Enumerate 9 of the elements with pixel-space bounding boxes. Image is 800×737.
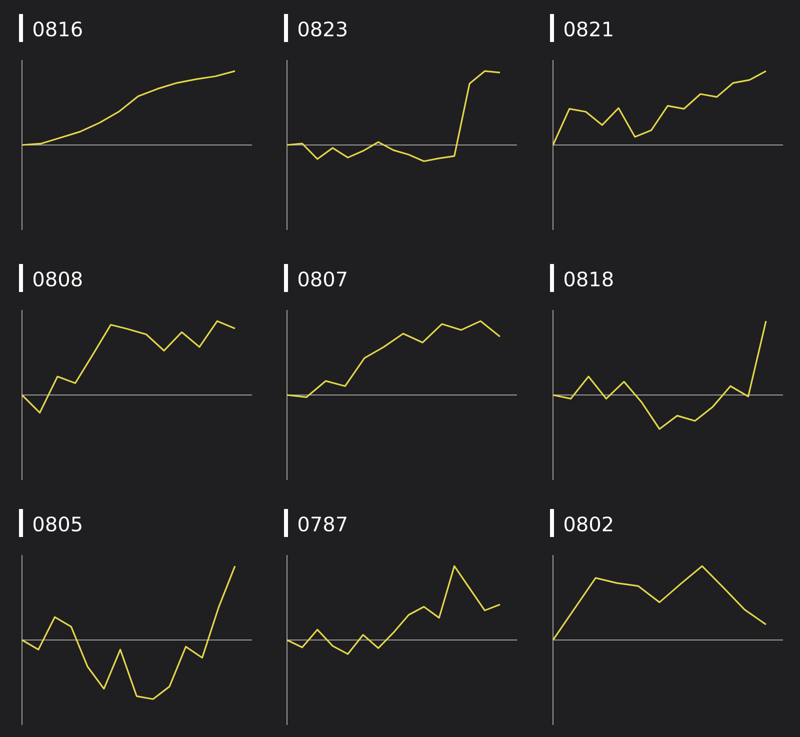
chart-title: 0802 (564, 516, 612, 532)
chart-title: 0823 (298, 21, 346, 37)
chart-title: 0805 (34, 516, 82, 532)
chart-title: 0816 (34, 21, 82, 37)
chart-title: 0808 (34, 271, 82, 287)
chart-title: 0787 (298, 516, 346, 532)
chart-title: 0818 (564, 271, 613, 287)
chart-title: 0807 (298, 271, 346, 287)
chart-title: 0821 (564, 21, 612, 37)
